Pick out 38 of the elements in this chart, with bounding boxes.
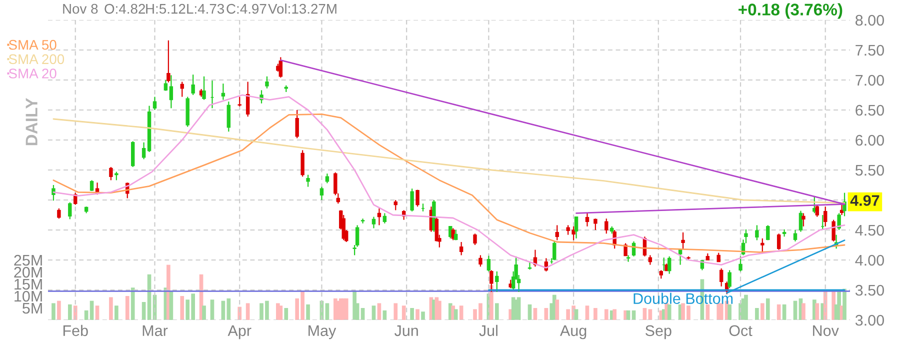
x-tick-label: Apr bbox=[228, 325, 252, 340]
x-tick-label: Aug bbox=[560, 325, 586, 340]
y-tick-label: 3.50 bbox=[855, 284, 884, 296]
y-tick-label: 7.00 bbox=[856, 74, 884, 86]
legend-label: SMA 20 bbox=[8, 68, 56, 78]
text: O:4.82 bbox=[104, 4, 145, 14]
x-tick-label: Oct bbox=[729, 325, 752, 336]
annotation: 4.97 bbox=[850, 195, 880, 206]
x-tick-label: Sep bbox=[646, 325, 672, 340]
text: Vol:13.27M bbox=[268, 4, 336, 14]
y2-tick-label: 25M bbox=[14, 254, 42, 266]
text: C:4.97 bbox=[226, 4, 266, 14]
annotation: Double Bottom bbox=[634, 292, 733, 304]
y2-tick-label: 5M bbox=[22, 303, 42, 314]
text: L:4.73 bbox=[187, 4, 224, 14]
y-tick-label: 7.50 bbox=[856, 44, 884, 56]
y-tick-label: 8.00 bbox=[856, 14, 884, 26]
y-tick-label: 5.50 bbox=[855, 164, 884, 176]
y2-tick-label: 15M bbox=[14, 279, 42, 290]
text: Nov 8 bbox=[63, 4, 98, 14]
x-tick-label: May bbox=[308, 325, 336, 340]
x-tick-label: Jun bbox=[394, 325, 418, 336]
y-tick-label: 3.00 bbox=[855, 314, 884, 326]
legend-label: SMA 200 bbox=[8, 54, 64, 64]
x-tick-label: Nov bbox=[813, 325, 839, 336]
x-tick-label: Mar bbox=[142, 325, 168, 336]
text: H:5.12 bbox=[146, 4, 186, 14]
y2-tick-label: 20M bbox=[14, 266, 42, 278]
y-tick-label: 6.00 bbox=[856, 134, 884, 146]
y-tick-label: 6.50 bbox=[856, 104, 884, 116]
legend-label: SMA 50 bbox=[8, 40, 56, 50]
text: +0.18 (3.76%) bbox=[738, 3, 842, 19]
text: DAILY bbox=[26, 98, 38, 146]
x-tick-label: Feb bbox=[63, 324, 88, 336]
y-tick-label: 4.00 bbox=[855, 254, 884, 266]
y-tick-label: 4.50 bbox=[855, 224, 884, 236]
y2-tick-label: 10M bbox=[14, 290, 42, 302]
x-tick-label: Jul bbox=[479, 324, 498, 336]
